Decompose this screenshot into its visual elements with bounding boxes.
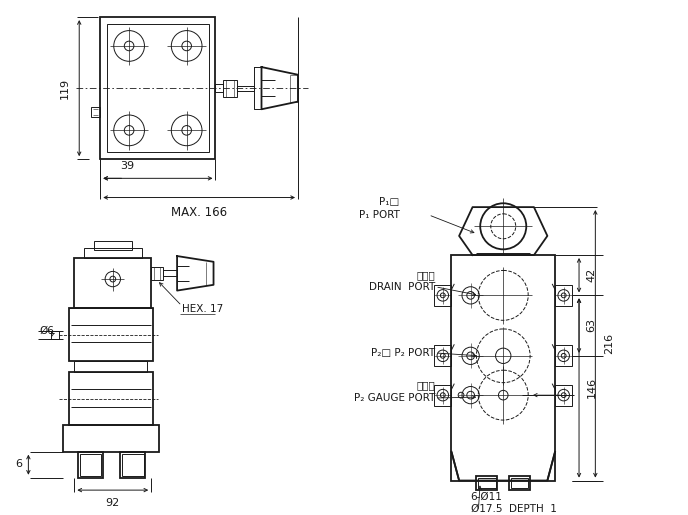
Bar [100, 17, 215, 159]
Bar [91, 107, 100, 117]
Bar [151, 267, 162, 280]
Text: 漏流口: 漏流口 [416, 270, 435, 280]
Bar [74, 360, 147, 372]
Bar [84, 248, 142, 258]
Bar [478, 477, 495, 488]
Text: 146: 146 [587, 377, 596, 398]
Bar [555, 385, 572, 406]
Text: P₂ GAUGE PORT: P₂ GAUGE PORT [354, 393, 435, 403]
Text: P₂□ P₂ PORT: P₂□ P₂ PORT [371, 348, 435, 358]
Bar [451, 255, 555, 480]
Bar [555, 285, 572, 306]
Text: 119: 119 [60, 78, 69, 99]
Bar [94, 241, 132, 250]
Text: 測圧口: 測圧口 [416, 381, 435, 390]
Text: HEX. 17: HEX. 17 [182, 304, 223, 314]
Text: DRAIN  PORT: DRAIN PORT [369, 282, 435, 291]
Text: Ø6: Ø6 [40, 326, 55, 336]
Bar [237, 86, 254, 91]
Bar [69, 308, 153, 360]
Bar [476, 476, 497, 490]
Text: Ø17.5  DEPTH  1: Ø17.5 DEPTH 1 [471, 504, 557, 513]
Text: 42: 42 [587, 268, 596, 282]
Text: P₁□: P₁□ [379, 197, 400, 208]
Bar [223, 79, 237, 97]
Text: 6: 6 [16, 459, 23, 469]
Bar [74, 258, 151, 308]
Bar [434, 345, 451, 366]
Bar [78, 452, 103, 477]
Bar [107, 24, 208, 152]
Bar [120, 452, 145, 477]
Bar [63, 425, 159, 452]
Bar [52, 331, 59, 338]
Text: 39: 39 [120, 161, 134, 170]
Bar [69, 372, 153, 425]
Bar [434, 285, 451, 306]
Bar [434, 385, 451, 406]
Text: 63: 63 [587, 318, 596, 332]
Text: 6-Ø11: 6-Ø11 [471, 492, 502, 502]
Bar [509, 476, 530, 490]
Bar [555, 345, 572, 366]
Bar [215, 84, 223, 92]
Bar [162, 270, 177, 276]
Text: MAX. 166: MAX. 166 [171, 206, 227, 219]
Text: 92: 92 [106, 498, 120, 508]
Text: 216: 216 [604, 333, 614, 354]
Bar [122, 454, 144, 476]
Text: P₁ PORT: P₁ PORT [358, 210, 400, 220]
Bar [511, 477, 528, 488]
Bar [80, 454, 101, 476]
